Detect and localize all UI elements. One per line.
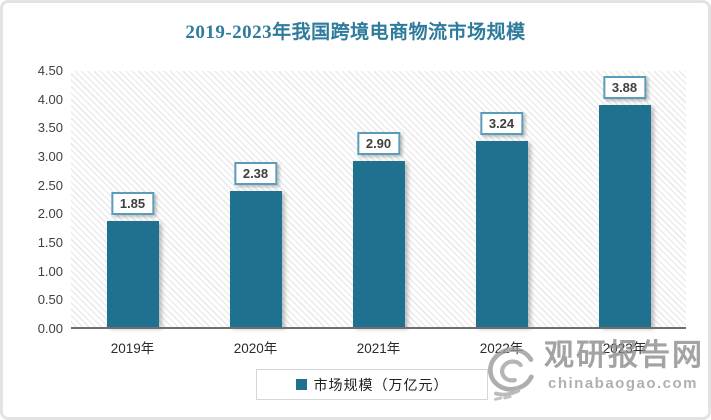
value-label: 1.85	[110, 192, 155, 215]
y-tick-label: 3.50	[37, 120, 63, 136]
y-tick-label: 0.00	[37, 321, 63, 336]
y-tick-label: 3.00	[37, 149, 63, 164]
y-tick-label: 2.50	[37, 177, 63, 193]
legend-marker-square	[295, 379, 307, 390]
value-label: 2.38	[233, 162, 278, 185]
bar-2023年	[598, 105, 651, 327]
x-tick-label: 2019年	[110, 341, 155, 356]
bar-2021年	[352, 161, 405, 327]
y-tick-label: 0.50	[37, 292, 63, 308]
y-tick-label: 4.00	[37, 91, 63, 107]
x-tick-label: 2020年	[233, 341, 278, 356]
plot-area: 1.85 2.38 2.90 3.24 3.88	[71, 71, 686, 329]
bar-2020年	[229, 191, 282, 327]
watermark-site-url: chinabaogao.com	[548, 374, 699, 392]
y-tick-label: 4.50	[37, 63, 63, 78]
y-tick-label: 1.50	[37, 235, 63, 250]
bar-2019年	[106, 221, 159, 327]
x-tick-label: 2022年	[479, 341, 524, 356]
bar-2022年	[475, 141, 528, 327]
legend-label: 市场规模（万亿元）	[313, 376, 449, 393]
value-label: 2.90	[356, 132, 401, 155]
x-tick-label: 2023年	[602, 341, 647, 356]
value-label: 3.88	[602, 76, 647, 99]
x-tick-label: 2021年	[356, 341, 401, 356]
value-label: 3.24	[479, 112, 524, 135]
legend: 市场规模（万亿元）	[256, 369, 488, 400]
y-tick-label: 2.00	[37, 206, 63, 222]
y-tick-label: 1.00	[37, 263, 63, 279]
chart-title: 2019-2023年我国跨境电商物流市场规模	[185, 22, 526, 43]
